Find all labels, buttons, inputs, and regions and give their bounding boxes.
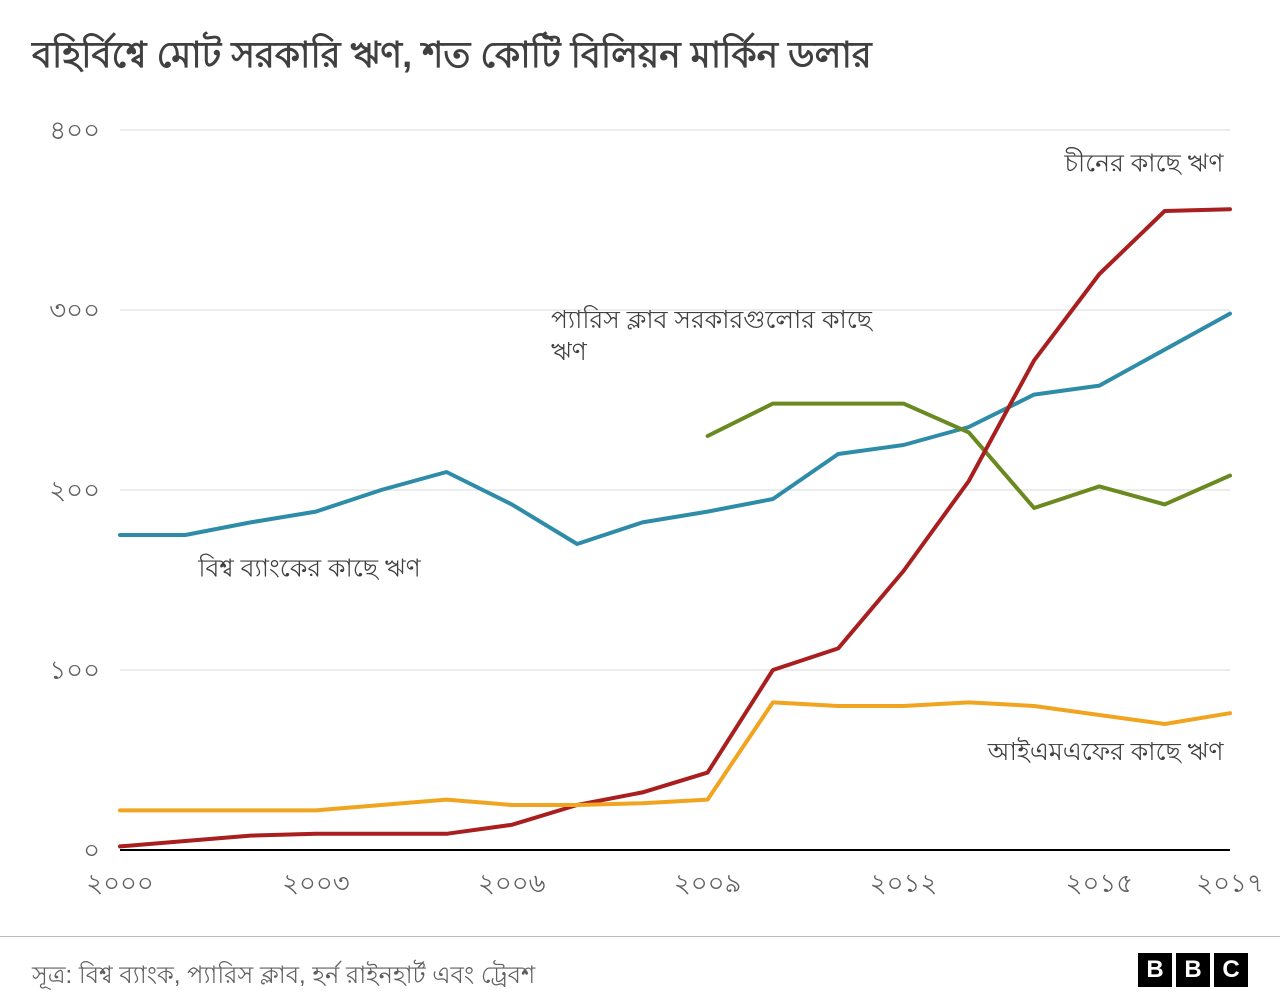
source-text: সূত্র: বিশ্ব ব্যাংক, প্যারিস ক্লাব, হর্ন…: [32, 957, 535, 997]
svg-text:৩০০: ৩০০: [49, 295, 100, 325]
chart-area: ০ ১০০ ২০০ ৩০০ ৪০০ ২০০০ ২০০৩ ২০০৬ ২০০৯ ২০১২ ২০১৫ ২০১…: [0, 100, 1280, 920]
svg-text:২০১৫: ২০১৫: [1066, 868, 1134, 898]
svg-text:২০০: ২০০: [49, 475, 100, 505]
line-chart: ০ ১০০ ২০০ ৩০০ ৪০০ ২০০০ ২০০৩ ২০০৬ ২০০৯ ২০১২ ২০১৫ ২০১…: [0, 100, 1280, 920]
logo-c: C: [1214, 953, 1248, 987]
bbc-logo: B B C: [1138, 953, 1248, 987]
svg-text:২০০৬: ২০০৬: [478, 868, 546, 898]
svg-text:২০০৩: ২০০৩: [282, 868, 350, 898]
svg-text:২০১৭: ২০১৭: [1196, 868, 1264, 898]
chart-container: বহির্বিশ্বে মোট সরকারি ঋণ, শত কোটি বিলিয…: [0, 0, 1280, 1006]
svg-text:২০১২: ২০১২: [870, 868, 938, 898]
svg-text:২০০৯: ২০০৯: [674, 868, 742, 898]
label-paris_club-2: ঋণ: [551, 338, 588, 366]
svg-text:২০০০: ২০০০: [86, 868, 154, 898]
footer: সূত্র: বিশ্ব ব্যাংক, প্যারিস ক্লাব, হর্ন…: [0, 936, 1280, 1006]
label-world_bank: বিশ্ব ব্যাংকের কাছে ঋণ: [197, 553, 421, 582]
logo-b1: B: [1138, 953, 1172, 987]
label-imf: আইএমএফের কাছে ঋণ: [987, 737, 1225, 766]
label-paris_club: প্যারিস ক্লাব সরকারগুলোর কাছে: [551, 305, 874, 334]
series-world_bank: [120, 314, 1230, 544]
svg-text:০: ০: [83, 835, 100, 865]
chart-title: বহির্বিশ্বে মোট সরকারি ঋণ, শত কোটি বিলিয…: [32, 28, 872, 88]
svg-text:৪০০: ৪০০: [49, 115, 100, 145]
logo-b2: B: [1176, 953, 1210, 987]
svg-text:১০০: ১০০: [49, 655, 100, 685]
label-china: চীনের কাছে ঋণ: [1063, 147, 1224, 177]
